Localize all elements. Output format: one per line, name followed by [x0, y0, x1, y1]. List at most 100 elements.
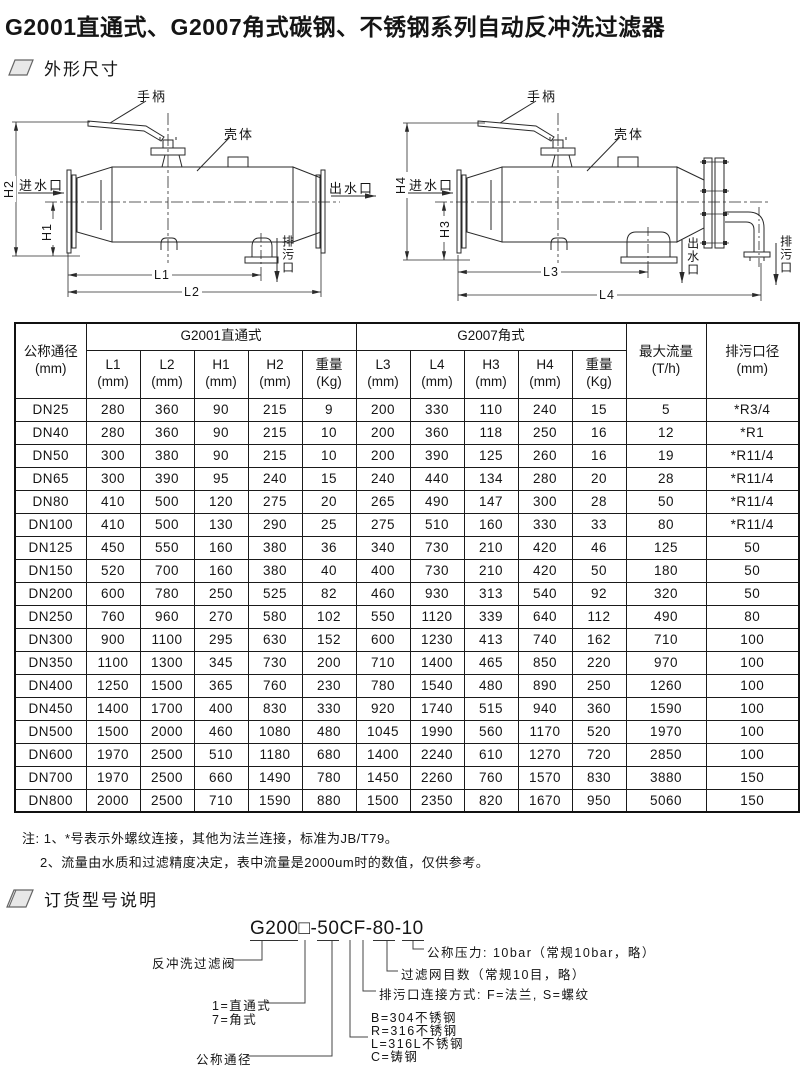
- value-cell: 50: [705, 535, 800, 560]
- value-cell: 125: [463, 443, 519, 468]
- dimension-drawing-svg: [12, 100, 779, 301]
- value-cell: 290: [247, 512, 303, 537]
- value-cell: 9: [301, 397, 357, 422]
- value-cell: 100: [705, 650, 800, 675]
- value-cell: 300: [85, 443, 141, 468]
- table-row: DN300 900 1100 295 630 152 600 1230 413 740 162 710…: [14, 627, 800, 652]
- value-cell: 480: [463, 673, 519, 698]
- value-cell: 780: [301, 765, 357, 790]
- left-handle-label: 手柄: [137, 89, 168, 104]
- value-cell: 850: [517, 650, 573, 675]
- value-cell: 2000: [139, 719, 195, 744]
- value-cell: 1590: [625, 696, 707, 721]
- left-inlet-label: 进水口: [19, 178, 65, 193]
- dim-l4-label: L4: [597, 288, 617, 302]
- value-cell: 265: [355, 489, 411, 514]
- value-cell: 330: [517, 512, 573, 537]
- code-base: G200: [250, 918, 299, 941]
- model-leader-lines-svg: [233, 940, 424, 1057]
- row-dn-cell: DN80: [14, 489, 87, 514]
- value-cell: 500: [139, 489, 195, 514]
- value-cell: 25: [301, 512, 357, 537]
- label-type-straight: 1=直通式: [212, 999, 272, 1013]
- value-cell: 16: [571, 443, 627, 468]
- table-row: DN250 760 960 270 580 102 550 1120 339 640 112 490 8…: [14, 604, 800, 629]
- note-1: 注: 1、*号表示外螺纹连接，其他为法兰连接，标准为JB/T79。: [22, 831, 399, 846]
- value-cell: 313: [463, 581, 519, 606]
- value-cell: 15: [301, 466, 357, 491]
- value-cell: 480: [301, 719, 357, 744]
- row-dn-cell: DN65: [14, 466, 87, 491]
- spec-table-wrap: 公称通径 (mm) G2001直通式 G2007角式 最大流量 (T/h) 排污口径…: [14, 322, 800, 813]
- value-cell: 1490: [247, 765, 303, 790]
- value-cell: 220: [571, 650, 627, 675]
- code-pressure: 10: [401, 918, 424, 941]
- value-cell: 550: [355, 604, 411, 629]
- row-dn-cell: DN25: [14, 397, 87, 422]
- value-cell: 890: [517, 673, 573, 698]
- value-cell: 500: [139, 512, 195, 537]
- table-row: DN100 410 500 130 290 25 275 510 160 330 33 80 *R11/…: [14, 512, 800, 537]
- label-material-r: R=316不锈钢: [371, 1024, 458, 1038]
- value-cell: 215: [247, 443, 303, 468]
- value-cell: 390: [409, 443, 465, 468]
- value-cell: 250: [193, 581, 249, 606]
- value-cell: 2000: [85, 788, 141, 813]
- value-cell: 710: [625, 627, 707, 652]
- value-cell: 1990: [409, 719, 465, 744]
- value-cell: 1170: [517, 719, 573, 744]
- label-nominal-diameter: 公称通径: [196, 1053, 253, 1067]
- value-cell: 1970: [85, 765, 141, 790]
- header-drain-diameter: 排污口径 (mm): [705, 322, 800, 399]
- value-cell: 630: [247, 627, 303, 652]
- table-row: DN125 450 550 160 380 36 340 730 210 420 46 125 50: [14, 535, 800, 560]
- value-cell: 420: [517, 558, 573, 583]
- header-group-g2001: G2001直通式: [85, 322, 357, 351]
- value-cell: 345: [193, 650, 249, 675]
- header-l2: L2 (mm): [139, 349, 195, 399]
- value-cell: 270: [193, 604, 249, 629]
- value-cell: 600: [355, 627, 411, 652]
- value-cell: 36: [301, 535, 357, 560]
- row-dn-cell: DN350: [14, 650, 87, 675]
- value-cell: 160: [193, 535, 249, 560]
- header-l3: L3 (mm): [355, 349, 411, 399]
- table-row: DN25 280 360 90 215 9 200 330 110 240 15 5 *R3/4: [14, 397, 800, 422]
- value-cell: 160: [193, 558, 249, 583]
- value-cell: 280: [517, 466, 573, 491]
- table-row: DN65 300 390 95 240 15 240 440 134 280 20 28 *R11/4: [14, 466, 800, 491]
- value-cell: 230: [301, 673, 357, 698]
- spec-table: 公称通径 (mm) G2001直通式 G2007角式 最大流量 (T/h) 排污口径…: [14, 322, 800, 813]
- row-dn-cell: DN125: [14, 535, 87, 560]
- value-cell: 510: [193, 742, 249, 767]
- value-cell: 90: [193, 443, 249, 468]
- value-cell: 360: [571, 696, 627, 721]
- value-cell: 730: [409, 558, 465, 583]
- value-cell: 1500: [139, 673, 195, 698]
- value-cell: 940: [517, 696, 573, 721]
- value-cell: 260: [517, 443, 573, 468]
- value-cell: 50: [571, 558, 627, 583]
- value-cell: 390: [139, 466, 195, 491]
- value-cell: 440: [409, 466, 465, 491]
- value-cell: 970: [625, 650, 707, 675]
- value-cell: 240: [247, 466, 303, 491]
- folded-parallelogram-icon: [6, 888, 34, 908]
- dim-l2-label: L2: [182, 285, 202, 299]
- value-cell: 1670: [517, 788, 573, 813]
- value-cell: 40: [301, 558, 357, 583]
- value-cell: 33: [571, 512, 627, 537]
- label-material-l: L=316L不锈钢: [371, 1037, 465, 1051]
- header-h3: H3 (mm): [463, 349, 519, 399]
- model-code: G200□-50CF-80-10: [250, 918, 424, 941]
- value-cell: 780: [139, 581, 195, 606]
- value-cell: 610: [463, 742, 519, 767]
- value-cell: 1590: [247, 788, 303, 813]
- label-mesh-count: 过滤网目数（常规10目，略）: [401, 968, 586, 982]
- value-cell: 730: [247, 650, 303, 675]
- value-cell: 730: [409, 535, 465, 560]
- value-cell: 339: [463, 604, 519, 629]
- table-row: DN40 280 360 90 215 10 200 360 118 250 16 12 *R1: [14, 420, 800, 445]
- dim-l1-label: L1: [152, 268, 172, 282]
- value-cell: 1570: [517, 765, 573, 790]
